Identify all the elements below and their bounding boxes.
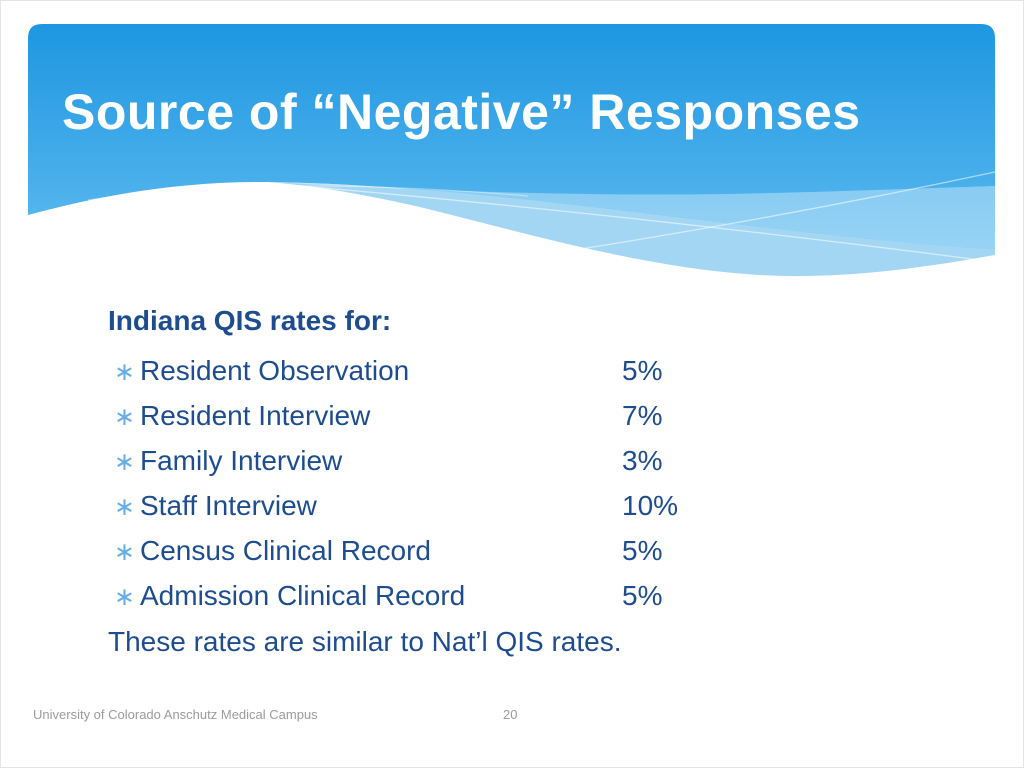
list-item-label: Staff Interview xyxy=(140,490,317,521)
list-item: ∗ Resident Interview 7% xyxy=(108,393,728,438)
slide-body: Indiana QIS rates for: ∗ Resident Observa… xyxy=(108,304,728,662)
wave-light-band-upper xyxy=(268,182,995,250)
slide-title: Source of “Negative” Responses xyxy=(62,84,861,140)
list-item: ∗ Census Clinical Record 5% xyxy=(108,528,728,573)
footer-institution: University of Colorado Anschutz Medical … xyxy=(33,707,318,722)
body-heading: Indiana QIS rates for: xyxy=(108,305,392,336)
list-item-label: Admission Clinical Record xyxy=(140,580,466,611)
closing-statement: These rates are similar to Nat’l QIS rat… xyxy=(108,626,622,657)
list-item-value: 5% xyxy=(622,535,663,566)
list-item-label: Family Interview xyxy=(140,445,343,476)
header-wave-graphic xyxy=(28,24,995,277)
list-item: ∗ Staff Interview 10% xyxy=(108,483,728,528)
page-number: 20 xyxy=(503,707,518,722)
bullet-asterisk-icon: ∗ xyxy=(114,538,135,566)
list-item-value: 3% xyxy=(622,445,663,476)
list-item-label: Resident Observation xyxy=(140,355,410,386)
list-item: ∗ Admission Clinical Record 5% xyxy=(108,573,728,618)
wave-line-3 xyxy=(87,185,529,201)
bullet-asterisk-icon: ∗ xyxy=(114,403,135,431)
list-item-value: 5% xyxy=(622,580,663,611)
header-main-shape xyxy=(28,24,995,250)
list-item-value: 10% xyxy=(622,490,679,521)
wave-line-2 xyxy=(447,171,995,270)
bullet-asterisk-icon: ∗ xyxy=(114,448,135,476)
list-item-value: 5% xyxy=(622,355,663,386)
bullet-asterisk-icon: ∗ xyxy=(114,493,135,521)
wave-line-1 xyxy=(277,183,995,263)
list-item-label: Census Clinical Record xyxy=(140,535,432,566)
list-item: ∗ Family Interview 3% xyxy=(108,438,728,483)
bullet-asterisk-icon: ∗ xyxy=(114,583,135,611)
bullet-asterisk-icon: ∗ xyxy=(114,358,135,386)
list-item-label: Resident Interview xyxy=(140,400,371,431)
wave-light-band-lower xyxy=(268,182,995,277)
list-item: ∗ Resident Observation 5% xyxy=(108,348,728,393)
list-item-value: 7% xyxy=(622,400,663,431)
slide-footer: University of Colorado Anschutz Medical … xyxy=(0,705,1024,729)
